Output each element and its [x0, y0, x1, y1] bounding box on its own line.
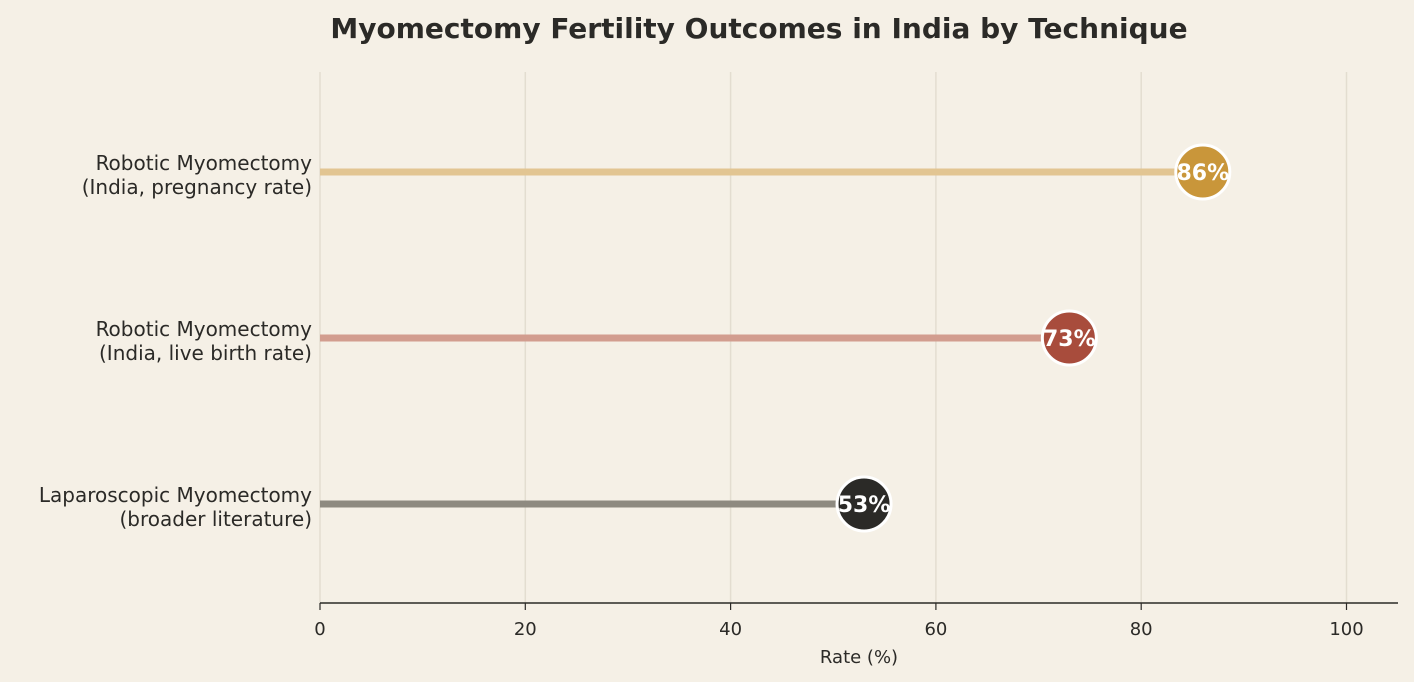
x-tick-label: 20 [514, 619, 537, 640]
value-label: 53% [838, 493, 891, 518]
category-label-line1: Robotic Myomectomy [96, 151, 313, 175]
stems [320, 168, 1203, 508]
dot [1174, 143, 1232, 201]
x-tick-label: 0 [314, 619, 325, 640]
x-tick-label: 100 [1329, 619, 1363, 640]
category-label-line1: Laparoscopic Myomectomy [39, 483, 312, 507]
value-label: 86% [1176, 161, 1229, 186]
category-label-line2: (broader literature) [120, 507, 313, 531]
category-labels: Robotic Myomectomy(India, pregnancy rate… [39, 151, 312, 531]
dot [835, 475, 893, 533]
value-label: 73% [1043, 327, 1096, 352]
dots: 86% 73% 53% [835, 143, 1232, 533]
category-label-line2: (India, live birth rate) [99, 341, 312, 365]
dot [1040, 309, 1098, 367]
chart-title: Myomectomy Fertility Outcomes in India b… [330, 12, 1187, 45]
x-ticks: 0 20 40 60 80 100 [314, 603, 1364, 640]
x-tick-label: 40 [719, 619, 742, 640]
x-tick-label: 60 [924, 619, 947, 640]
x-tick-label: 80 [1130, 619, 1153, 640]
category-label-line1: Robotic Myomectomy [96, 317, 313, 341]
x-axis-title: Rate (%) [820, 647, 898, 668]
category-label-line2: (India, pregnancy rate) [82, 175, 312, 199]
